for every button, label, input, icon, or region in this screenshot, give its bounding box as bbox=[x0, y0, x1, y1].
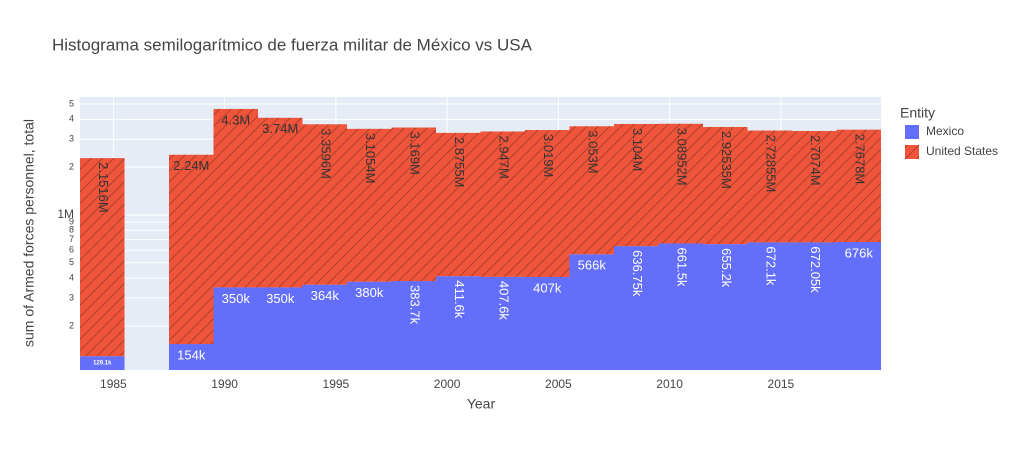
bar-label: 636.75k bbox=[630, 250, 645, 297]
bar-label: 3.1054M bbox=[363, 133, 378, 184]
bar-label: 655.2k bbox=[719, 248, 734, 288]
bar-label: 3.053M bbox=[585, 130, 600, 173]
x-tick-label: 2005 bbox=[545, 377, 572, 391]
x-tick-label: 2010 bbox=[656, 377, 683, 391]
legend-swatch bbox=[905, 125, 919, 139]
bar-label: 350k bbox=[266, 291, 295, 306]
bar bbox=[658, 243, 703, 370]
bar-label: 2.947M bbox=[496, 135, 511, 178]
bar-hatch bbox=[302, 124, 347, 285]
y-tick-label: 5 bbox=[69, 257, 74, 267]
bar-label: 364k bbox=[311, 288, 340, 303]
bar-label: 154k bbox=[177, 347, 206, 362]
bar-label: 3.08952M bbox=[674, 128, 689, 186]
legend-title: Entity bbox=[900, 105, 935, 121]
bar bbox=[258, 287, 303, 370]
y-tick-label: 3 bbox=[69, 134, 74, 144]
bar-hatch bbox=[80, 158, 125, 357]
x-tick-label: 1995 bbox=[323, 377, 350, 391]
bar-label: 407k bbox=[533, 280, 562, 295]
bar bbox=[80, 356, 125, 370]
bar-label: 566k bbox=[578, 258, 607, 273]
y-tick-label: 4 bbox=[69, 114, 74, 124]
bar-label: 3.104M bbox=[630, 128, 645, 171]
bar-label: 2.7678M bbox=[852, 134, 867, 185]
bar-hatch bbox=[347, 128, 392, 282]
bar-label: 3.74M bbox=[262, 121, 298, 136]
bar-hatch bbox=[436, 132, 481, 277]
bar-label: 2.92535M bbox=[719, 131, 734, 189]
bar-hatch bbox=[703, 126, 748, 245]
y-tick-label: 3 bbox=[69, 292, 74, 302]
bar-label: 3.019M bbox=[541, 134, 556, 177]
x-tick-label: 2000 bbox=[434, 377, 461, 391]
bar bbox=[391, 281, 436, 370]
bar-label: 2.8755M bbox=[452, 137, 467, 188]
bar-hatch bbox=[747, 130, 792, 243]
bar-label: 3.169M bbox=[407, 132, 422, 175]
y-tick-label: 2 bbox=[69, 320, 74, 330]
bar-label: 672.05k bbox=[808, 246, 823, 293]
bar-label: 672.1k bbox=[763, 246, 778, 286]
y-tick-label: 6 bbox=[69, 245, 74, 255]
bar-label: 661.5k bbox=[674, 247, 689, 287]
bar-label: 350k bbox=[222, 291, 251, 306]
bar-label: 2.24M bbox=[173, 158, 209, 173]
bar bbox=[347, 281, 392, 370]
bar-label: 3.3596M bbox=[318, 128, 333, 179]
bar-label: 4.3M bbox=[221, 112, 250, 127]
bar-hatch bbox=[525, 130, 570, 277]
bar-hatch bbox=[569, 126, 614, 255]
bar bbox=[302, 284, 347, 370]
y-tick-label: 7 bbox=[69, 234, 74, 244]
bar-hatch bbox=[258, 117, 303, 288]
legend-label: United States bbox=[926, 144, 998, 158]
bar-label: 407.6k bbox=[496, 281, 511, 321]
x-tick-label: 1990 bbox=[211, 377, 238, 391]
y-tick-label: 8 bbox=[69, 225, 74, 235]
legend-swatch-hatch bbox=[905, 145, 919, 159]
bar-label: 383.7k bbox=[407, 285, 422, 325]
y-tick-label: 5 bbox=[69, 98, 74, 108]
y-axis-title: sum of Armed forces personnel, total bbox=[21, 119, 37, 347]
bar-hatch bbox=[480, 131, 525, 277]
x-tick-label: 2015 bbox=[768, 377, 795, 391]
bar-hatch bbox=[213, 108, 258, 288]
x-tick-label: 1985 bbox=[100, 377, 127, 391]
bar-label: 2.7074M bbox=[808, 135, 823, 186]
bar-label: 2.72855M bbox=[763, 135, 778, 193]
bar bbox=[836, 241, 881, 370]
bar bbox=[614, 246, 659, 370]
bar-label: 129.1k bbox=[93, 361, 112, 367]
bar bbox=[569, 254, 614, 370]
bar bbox=[213, 287, 258, 370]
bar bbox=[703, 244, 748, 370]
bar-hatch bbox=[391, 127, 436, 282]
y-tick-label: 1M bbox=[57, 207, 74, 221]
bar-hatch bbox=[792, 130, 837, 243]
bar bbox=[169, 344, 214, 370]
bar-hatch bbox=[658, 123, 703, 244]
bar-label: 676k bbox=[845, 245, 874, 260]
bar-hatch bbox=[614, 123, 659, 247]
bar bbox=[480, 276, 525, 370]
bar-label: 380k bbox=[355, 285, 384, 300]
bar-label: 2.1516M bbox=[96, 162, 111, 213]
chart-title: Histograma semilogarítmico de fuerza mil… bbox=[52, 35, 533, 54]
bar bbox=[525, 276, 570, 370]
bar-hatch bbox=[836, 129, 881, 242]
y-tick-label: 9 bbox=[69, 217, 74, 227]
bar bbox=[436, 276, 481, 370]
bar-label: 411.6k bbox=[452, 280, 467, 319]
bar bbox=[747, 242, 792, 370]
bar bbox=[792, 242, 837, 370]
x-axis-title: Year bbox=[467, 396, 496, 412]
bar-hatch bbox=[169, 154, 214, 345]
legend-label: Mexico bbox=[926, 124, 964, 138]
y-tick-label: 2 bbox=[69, 162, 74, 172]
y-tick-label: 4 bbox=[69, 273, 74, 283]
